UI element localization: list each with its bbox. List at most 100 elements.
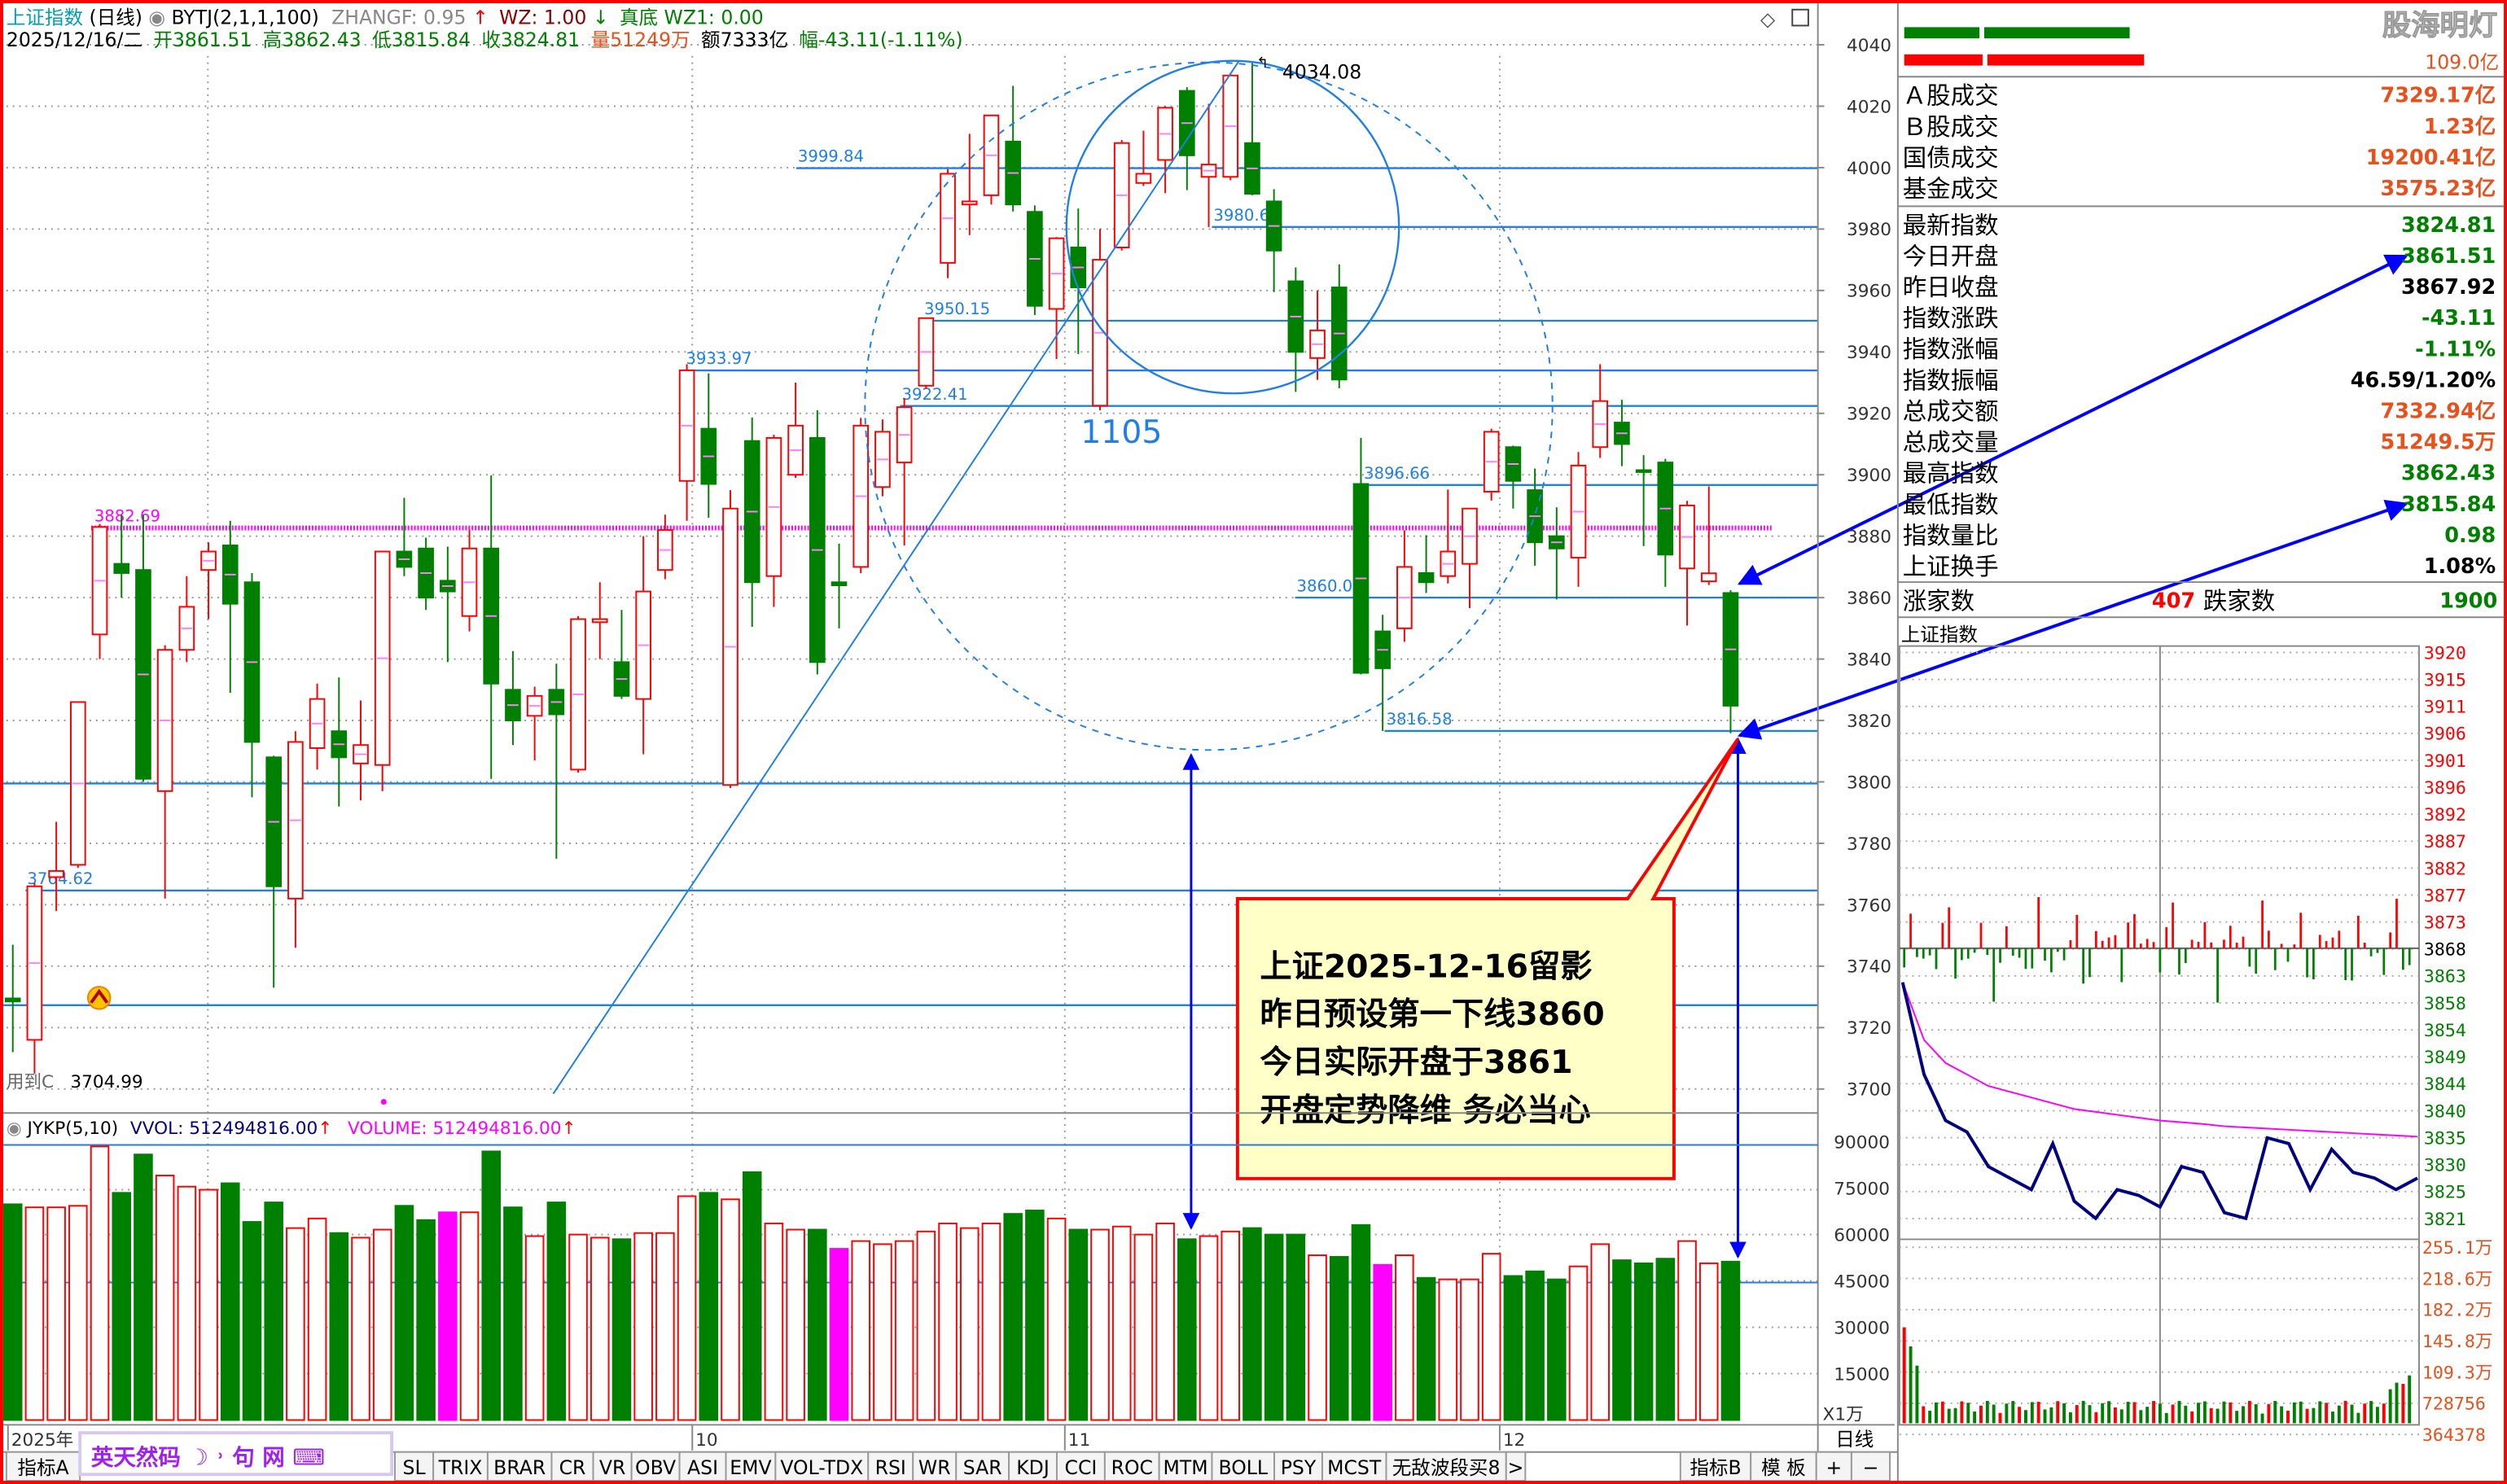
candle[interactable]	[1462, 507, 1478, 608]
volume-bar[interactable]	[1525, 1270, 1545, 1421]
volume-bar[interactable]	[307, 1217, 327, 1421]
tab-right-2[interactable]: +	[1815, 1451, 1852, 1482]
candle[interactable]	[591, 582, 608, 659]
candle[interactable]	[91, 523, 108, 659]
ime-toolbar[interactable]: 英天然码 ☽ ˒ 句 网 ⌨	[78, 1431, 394, 1477]
candle[interactable]	[1352, 437, 1370, 675]
candle[interactable]	[396, 497, 413, 576]
candle[interactable]	[1418, 535, 1435, 593]
volume-bar[interactable]	[1133, 1233, 1154, 1421]
candle[interactable]	[1657, 458, 1674, 587]
candle[interactable]	[526, 686, 543, 761]
volume-bar[interactable]	[1720, 1260, 1741, 1421]
candle[interactable]	[156, 645, 173, 899]
tab-cr[interactable]: CR	[550, 1451, 594, 1482]
candle[interactable]	[287, 731, 304, 948]
volume-indicator-toggle-icon[interactable]: ◉	[7, 1118, 28, 1139]
candle[interactable]	[4, 944, 21, 1053]
tab-kdj[interactable]: KDJ	[1008, 1451, 1058, 1482]
volume-bar[interactable]	[372, 1228, 392, 1421]
candle[interactable]	[1679, 501, 1695, 626]
volume-bar[interactable]	[568, 1233, 588, 1421]
candle[interactable]	[1570, 452, 1587, 587]
candle[interactable]	[1505, 445, 1522, 509]
volume-bar[interactable]	[1612, 1259, 1632, 1421]
candle[interactable]	[1635, 455, 1652, 546]
candle[interactable]	[613, 610, 630, 699]
volume-bar[interactable]	[438, 1211, 458, 1421]
volume-bar[interactable]	[24, 1206, 45, 1421]
candle[interactable]	[722, 490, 739, 789]
volume-bar[interactable]	[916, 1230, 936, 1421]
candle[interactable]	[831, 543, 848, 628]
tab-right-3[interactable]: −	[1850, 1451, 1891, 1482]
volume-bar[interactable]	[786, 1228, 805, 1421]
volume-bar[interactable]	[1221, 1230, 1241, 1421]
candle[interactable]	[1005, 85, 1021, 212]
candle[interactable]	[1157, 106, 1173, 194]
candle[interactable]	[1265, 189, 1282, 292]
candle[interactable]	[1330, 264, 1348, 388]
volume-bar[interactable]	[524, 1235, 545, 1421]
tab-sl[interactable]: SL	[394, 1451, 435, 1482]
candle[interactable]	[1092, 229, 1108, 410]
volume-bar[interactable]	[264, 1202, 283, 1421]
volume-bar[interactable]	[981, 1222, 1001, 1421]
candle[interactable]	[1440, 489, 1457, 584]
volume-bar[interactable]	[1046, 1217, 1067, 1421]
tab-wr[interactable]: WR	[912, 1451, 958, 1482]
volume-bar[interactable]	[242, 1221, 262, 1421]
volume-bar[interactable]	[1090, 1228, 1110, 1421]
volume-bar[interactable]	[416, 1219, 436, 1421]
volume-bar[interactable]	[546, 1202, 567, 1421]
volume-bar[interactable]	[808, 1228, 827, 1421]
tab-mtm[interactable]: MTM	[1158, 1451, 1213, 1482]
intraday-chart[interactable]: 3920 3915 3911 3906 3901 3896 3892 3887 3882 3877…	[1898, 643, 2493, 1446]
volume-bar[interactable]	[1025, 1209, 1045, 1421]
volume-bar[interactable]	[1438, 1278, 1458, 1421]
tab--[interactable]: >	[1505, 1451, 1527, 1482]
volume-bar[interactable]	[1264, 1233, 1284, 1421]
volume-bar[interactable]	[90, 1145, 110, 1421]
candle[interactable]	[440, 546, 456, 663]
candle[interactable]	[1592, 364, 1609, 458]
volume-bar[interactable]	[851, 1240, 871, 1421]
candle[interactable]	[961, 134, 978, 235]
volume-bar[interactable]	[699, 1192, 719, 1421]
candle[interactable]	[461, 530, 478, 632]
cycle-circle-dashed[interactable]	[864, 61, 1554, 751]
candle[interactable]	[1200, 103, 1217, 227]
candle[interactable]	[113, 514, 130, 598]
volume-bar[interactable]	[1503, 1275, 1523, 1421]
trend-line[interactable]	[552, 60, 1240, 1095]
volume-bar[interactable]	[459, 1211, 480, 1421]
ime-status-text[interactable]: 英天然码 ☽ ˒ 句 网 ⌨	[91, 1444, 325, 1470]
volume-bar[interactable]	[394, 1205, 414, 1421]
candle[interactable]	[135, 514, 151, 782]
candle[interactable]	[570, 615, 586, 773]
candle[interactable]	[1396, 530, 1413, 642]
candle[interactable]	[374, 550, 391, 791]
volume-bar[interactable]	[1677, 1240, 1697, 1421]
candle[interactable]	[896, 397, 913, 545]
volume-bar[interactable]	[1003, 1213, 1023, 1421]
volume-bar[interactable]	[46, 1206, 66, 1421]
diamond-icon[interactable]: ◇	[1760, 7, 1776, 30]
volume-bar[interactable]	[1481, 1253, 1501, 1421]
volume-bar[interactable]	[177, 1185, 197, 1421]
candle[interactable]	[353, 700, 369, 801]
candle[interactable]	[1527, 468, 1543, 566]
volume-bar[interactable]	[873, 1243, 892, 1421]
volume-bar[interactable]	[1590, 1243, 1611, 1421]
candle[interactable]	[483, 475, 500, 779]
volume-bar[interactable]	[1373, 1263, 1392, 1421]
tab-roc[interactable]: ROC	[1103, 1451, 1160, 1482]
candle[interactable]	[1113, 139, 1130, 251]
candle[interactable]	[70, 701, 86, 869]
volume-bar[interactable]	[481, 1150, 502, 1421]
candle[interactable]	[1700, 486, 1717, 585]
candle[interactable]	[1135, 130, 1152, 186]
candle[interactable]	[221, 520, 239, 694]
tab-boll[interactable]: BOLL	[1211, 1451, 1276, 1482]
tab--8[interactable]: 无敌波段买8	[1385, 1451, 1507, 1482]
